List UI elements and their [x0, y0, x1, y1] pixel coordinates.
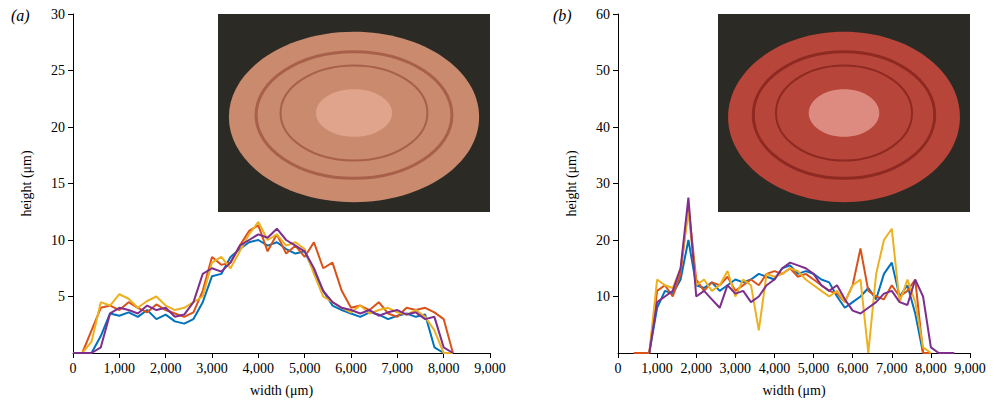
svg-text:4,000: 4,000: [759, 361, 791, 376]
svg-text:8,000: 8,000: [915, 361, 947, 376]
svg-text:4,000: 4,000: [243, 361, 275, 376]
svg-text:2,000: 2,000: [150, 361, 182, 376]
svg-text:5: 5: [58, 289, 65, 304]
svg-text:6,000: 6,000: [837, 361, 869, 376]
svg-text:25: 25: [51, 63, 65, 78]
svg-text:8,000: 8,000: [428, 361, 460, 376]
svg-text:1,000: 1,000: [641, 361, 673, 376]
svg-text:(b): (b): [553, 7, 572, 25]
svg-text:30: 30: [51, 7, 65, 22]
svg-text:(a): (a): [11, 7, 30, 25]
svg-text:40: 40: [596, 120, 610, 135]
svg-text:1,000: 1,000: [104, 361, 136, 376]
svg-text:30: 30: [596, 176, 610, 191]
svg-text:15: 15: [51, 176, 65, 191]
svg-text:6,000: 6,000: [335, 361, 367, 376]
svg-text:2,000: 2,000: [680, 361, 712, 376]
svg-text:7,000: 7,000: [876, 361, 908, 376]
svg-text:20: 20: [51, 120, 65, 135]
svg-text:height (μm): height (μm): [564, 150, 580, 217]
svg-text:5,000: 5,000: [289, 361, 321, 376]
svg-text:7,000: 7,000: [382, 361, 414, 376]
svg-text:width (μm): width (μm): [250, 383, 313, 399]
svg-text:height (μm): height (μm): [19, 150, 35, 217]
svg-text:60: 60: [596, 7, 610, 22]
svg-text:5,000: 5,000: [798, 361, 830, 376]
svg-text:3,000: 3,000: [196, 361, 228, 376]
svg-text:50: 50: [596, 63, 610, 78]
svg-text:10: 10: [596, 289, 610, 304]
svg-text:width (μm): width (μm): [762, 383, 825, 399]
svg-text:10: 10: [51, 233, 65, 248]
svg-text:0: 0: [615, 361, 622, 376]
svg-text:0: 0: [70, 361, 77, 376]
svg-text:3,000: 3,000: [720, 361, 752, 376]
svg-text:9,000: 9,000: [474, 361, 506, 376]
svg-text:9,000: 9,000: [954, 361, 986, 376]
svg-text:20: 20: [596, 233, 610, 248]
